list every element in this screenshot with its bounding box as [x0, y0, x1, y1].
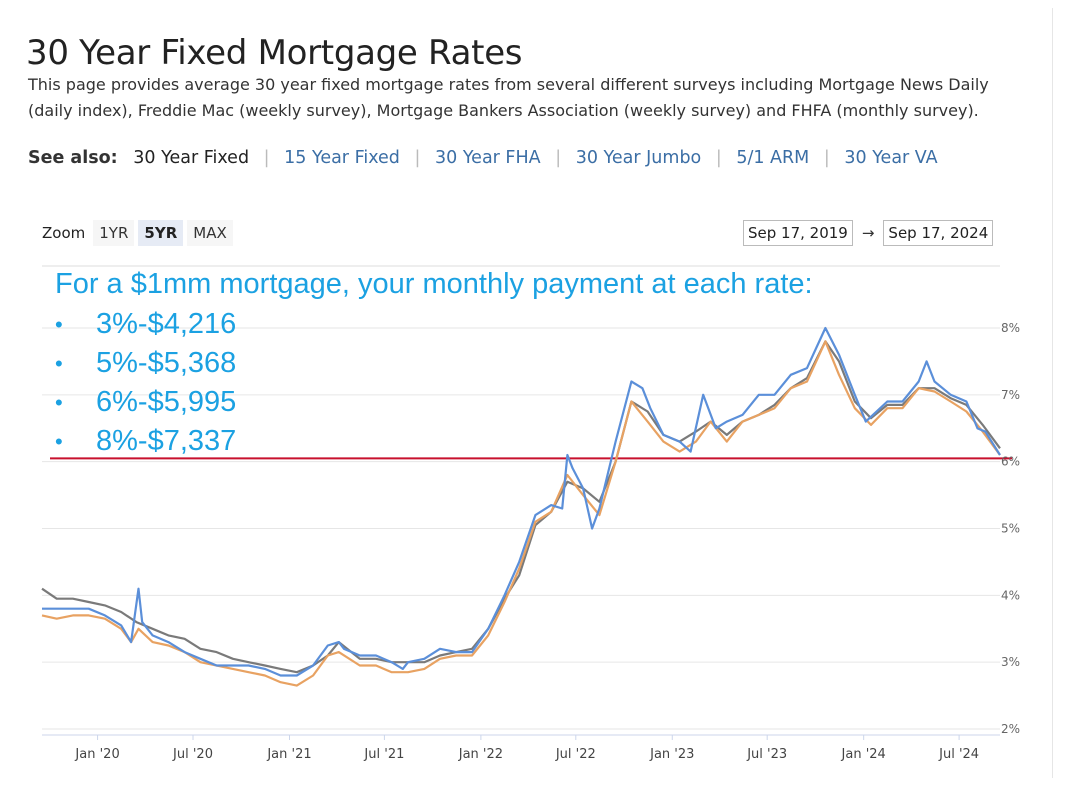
- intro-paragraph: This page provides average 30 year fixed…: [28, 75, 989, 120]
- y-tick-label: 7%: [1001, 388, 1020, 402]
- series-line-0: [42, 326, 1001, 677]
- link-30-year-fha[interactable]: 30 Year FHA: [434, 148, 541, 168]
- link-15-year-fixed[interactable]: 15 Year Fixed: [284, 148, 400, 168]
- separator: |: [263, 148, 270, 168]
- payment-annotation: For a $1mm mortgage, your monthly paymen…: [55, 268, 813, 461]
- x-tick-label: Jul '22: [555, 747, 596, 762]
- zoom-5yr-button[interactable]: 5YR: [138, 220, 184, 246]
- page-right-border: [1052, 8, 1053, 778]
- zoom-1yr-button[interactable]: 1YR: [93, 220, 135, 246]
- payment-text: 6%-$5,995: [96, 386, 237, 418]
- series-lines: [41, 326, 1001, 687]
- x-tick-label: Jul '24: [938, 747, 979, 762]
- y-tick-label: 5%: [1001, 522, 1020, 536]
- payment-text: 3%-$4,216: [96, 308, 237, 340]
- series-line-2: [41, 340, 1001, 674]
- zoom-max-button[interactable]: MAX: [187, 220, 233, 246]
- x-axis-ticks: Jan '20 Jul '20 Jan '21 Jul '21 Jan '22 Jul '…: [74, 735, 979, 762]
- chart-grid: [42, 327, 1000, 730]
- link-5-1-arm[interactable]: 5/1 ARM: [736, 148, 810, 168]
- see-also-bar: See also: 30 Year Fixed | 15 Year Fixed …: [28, 148, 938, 168]
- page-title: 30 Year Fixed Mortgage Rates: [26, 32, 523, 73]
- x-tick-label: Jan '24: [841, 747, 886, 762]
- x-tick-label: Jul '23: [746, 747, 787, 762]
- y-axis-ticks: 2% 3% 4% 5% 6% 7% 8%: [1001, 321, 1020, 736]
- separator: |: [715, 148, 722, 168]
- x-tick-label: Jan '21: [266, 747, 311, 762]
- y-tick-label: 2%: [1001, 722, 1020, 736]
- payment-item-3pct: • 3%-$4,216: [55, 305, 813, 344]
- separator: |: [823, 148, 830, 168]
- zoom-controls: Zoom 1YR 5YR MAX: [42, 218, 237, 248]
- see-also-current: 30 Year Fixed: [133, 148, 250, 168]
- zoom-label: Zoom: [42, 224, 86, 242]
- x-tick-label: Jul '20: [172, 747, 213, 762]
- x-tick-label: Jan '23: [649, 747, 694, 762]
- bullet-icon: •: [55, 312, 63, 337]
- x-tick-label: Jul '21: [363, 747, 404, 762]
- link-30-year-jumbo[interactable]: 30 Year Jumbo: [575, 148, 702, 168]
- y-tick-label: 4%: [1001, 588, 1020, 602]
- payment-text: 8%-$7,337: [96, 425, 237, 457]
- arrow-right-icon: →: [861, 224, 875, 242]
- payment-text: 5%-$5,368: [96, 347, 237, 379]
- y-tick-label: 8%: [1001, 321, 1020, 335]
- see-also-label: See also:: [28, 148, 118, 168]
- payment-item-8pct: • 8%-$7,337: [55, 422, 813, 461]
- link-30-year-va[interactable]: 30 Year VA: [844, 148, 938, 168]
- x-tick-label: Jan '22: [458, 747, 503, 762]
- date-to-input[interactable]: Sep 17, 2024: [883, 220, 994, 246]
- payment-list: • 3%-$4,216 • 5%-$5,368 • 6%-$5,995 • 8%-$7,…: [55, 305, 813, 461]
- y-tick-label: 6%: [1001, 455, 1020, 469]
- separator: |: [555, 148, 562, 168]
- date-from-input[interactable]: Sep 17, 2019: [743, 220, 853, 246]
- annotation-headline: For a $1mm mortgage, your monthly paymen…: [55, 268, 813, 300]
- bullet-icon: •: [55, 390, 63, 415]
- bullet-icon: •: [55, 351, 63, 376]
- date-range: Sep 17, 2019 → Sep 17, 2024: [743, 218, 994, 248]
- bullet-icon: •: [55, 429, 63, 454]
- payment-item-5pct: • 5%-$5,368: [55, 344, 813, 383]
- payment-item-6pct: • 6%-$5,995: [55, 383, 813, 422]
- separator: |: [414, 148, 421, 168]
- y-tick-label: 3%: [1001, 655, 1020, 669]
- x-tick-label: Jan '20: [74, 747, 119, 762]
